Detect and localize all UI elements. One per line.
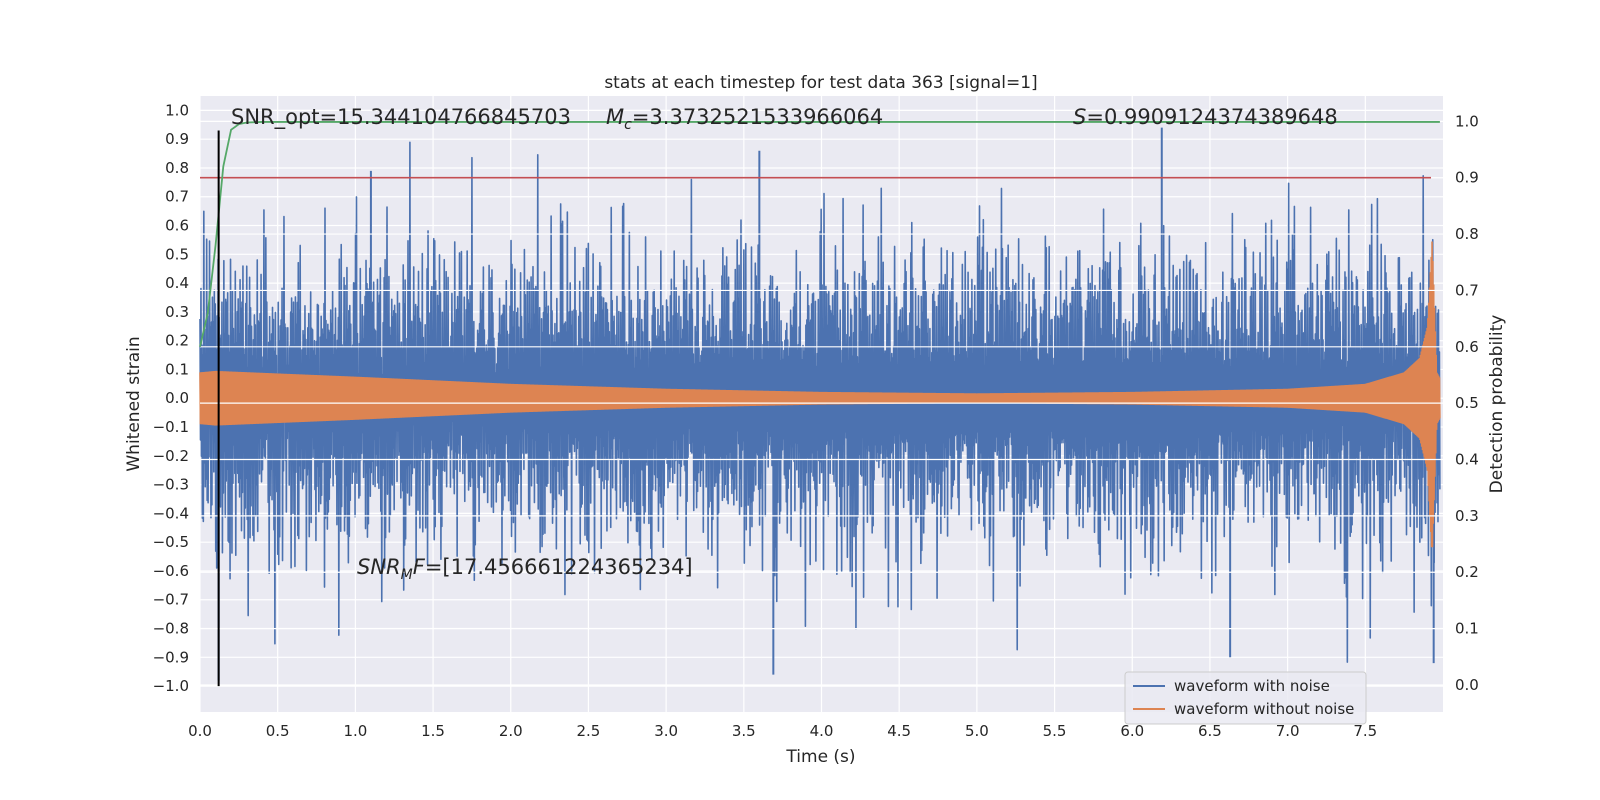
chirp-mass-symbol: M	[606, 105, 624, 129]
y-tick-label: 0.7	[165, 188, 189, 206]
snr-mf-symbol-f: F	[413, 555, 426, 579]
legend-label-with-noise: waveform with noise	[1174, 677, 1330, 695]
y-tick-label: −1.0	[153, 677, 189, 695]
s-value: =0.9909124374389648	[1086, 105, 1337, 129]
y-axis-label: Whitened strain	[124, 336, 144, 471]
y-tick-label: 0.0	[165, 389, 189, 407]
x-tick-label: 5.5	[1043, 722, 1067, 740]
y2-tick-label: 0.7	[1455, 281, 1479, 299]
y-tick-label: −0.5	[153, 533, 189, 551]
snr-mf-symbol: SNR	[357, 555, 401, 579]
chirp-mass-subscript: c	[624, 117, 632, 133]
y2-tick-label: 0.8	[1455, 225, 1479, 243]
x-tick-label: 7.0	[1276, 722, 1300, 740]
y-tick-label: 0.8	[165, 159, 189, 177]
y-tick-label: 0.2	[165, 332, 189, 350]
y-tick-label: 0.3	[165, 303, 189, 321]
probability-trace	[199, 121, 1440, 348]
chirp-mass-value: =3.3732521533966064	[632, 105, 883, 129]
snr-mf-value: =[17.456661224365234]	[425, 555, 693, 579]
y-tick-label: 0.6	[165, 217, 189, 235]
y2-tick-label: 0.6	[1455, 338, 1479, 356]
y-tick-label: −0.7	[153, 591, 189, 609]
detection-probability-series	[199, 121, 1440, 687]
x-tick-label: 5.0	[965, 722, 989, 740]
y-tick-label: −0.9	[153, 648, 189, 666]
chart-title: stats at each timestep for test data 363…	[604, 73, 1037, 93]
y-tick-label: −0.6	[153, 562, 189, 580]
y-tick-label: −0.8	[153, 620, 189, 638]
y-tick-label: 1.0	[165, 101, 189, 119]
y-tick-label: −0.2	[153, 447, 189, 465]
y-tick-label: 0.5	[165, 245, 189, 263]
x-axis-label: Time (s)	[785, 747, 855, 767]
snr-mf-annotation: SNRMF=[17.456661224365234]	[357, 555, 693, 583]
x-tick-label: 6.5	[1198, 722, 1222, 740]
x-tick-label: 4.5	[887, 722, 911, 740]
y-tick-label: −0.1	[153, 418, 189, 436]
y-tick-label: 0.9	[165, 130, 189, 148]
y2-tick-label: 0.4	[1455, 451, 1479, 469]
y2-tick-label: 0.5	[1455, 394, 1479, 412]
x-tick-label: 0.5	[266, 722, 290, 740]
y2-tick-label: 0.0	[1455, 676, 1479, 694]
clean-trace	[199, 241, 1441, 548]
chirp-mass-annotation: Mc=3.3732521533966064	[606, 105, 883, 133]
y2-tick-label: 0.3	[1455, 507, 1479, 525]
x-tick-label: 3.0	[654, 722, 678, 740]
x-tick-label: 2.0	[499, 722, 523, 740]
x-tick-label: 4.0	[810, 722, 834, 740]
snr-mf-subscript: M	[401, 567, 413, 583]
x-tick-label: 3.5	[732, 722, 756, 740]
noise-trace	[199, 141, 1441, 663]
y2-tick-label: 0.1	[1455, 620, 1479, 638]
x-tick-label: 1.5	[421, 722, 445, 740]
legend-label-without-noise: waveform without noise	[1174, 700, 1354, 718]
waveform-without-noise-series	[199, 241, 1441, 548]
y2-tick-label: 0.2	[1455, 563, 1479, 581]
y-tick-label: 0.4	[165, 274, 189, 292]
y-tick-label: −0.3	[153, 476, 189, 494]
snr-opt-annotation: SNR_opt=15.344104766845703	[231, 105, 571, 130]
s-symbol: S	[1073, 105, 1086, 129]
ticks: 0.0 0.5 1.0 1.5 2.0 2.5 3.0 3.5 4.0 4.5 5.0 5.5 6.0 6…	[153, 101, 1479, 740]
x-tick-label: 2.5	[577, 722, 601, 740]
y-tick-label: −0.4	[153, 504, 189, 522]
y-tick-label: 0.1	[165, 360, 189, 378]
x-tick-label: 6.0	[1120, 722, 1144, 740]
x-tick-label: 0.0	[188, 722, 212, 740]
legend-box	[1124, 671, 1367, 725]
legend: waveform with noise waveform without noi…	[1124, 671, 1367, 725]
s-annotation: S=0.9909124374389648	[1073, 105, 1338, 129]
y2-axis-label: Detection probability	[1487, 315, 1507, 494]
y2-tick-label: 1.0	[1455, 112, 1479, 130]
x-tick-label: 1.0	[343, 722, 367, 740]
x-tick-label: 7.5	[1353, 722, 1377, 740]
y2-tick-label: 0.9	[1455, 169, 1479, 187]
